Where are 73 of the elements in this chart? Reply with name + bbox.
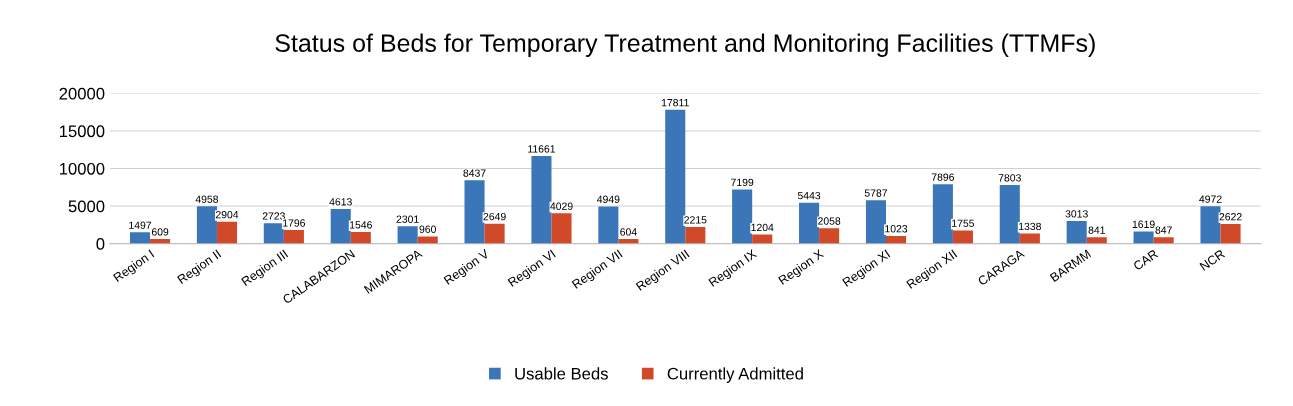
- data-label: 1619: [1132, 220, 1155, 228]
- data-label: 4949: [597, 195, 620, 203]
- data-label: 4958: [195, 195, 219, 203]
- data-label: 2058: [818, 217, 841, 225]
- bar: [464, 180, 485, 244]
- data-label: 1023: [885, 225, 908, 233]
- data-label: 1755: [952, 219, 975, 227]
- bar: [685, 226, 706, 244]
- bar: [932, 184, 953, 244]
- bar: [598, 206, 619, 244]
- data-label: 847: [1155, 226, 1172, 234]
- data-label: 17811: [661, 99, 689, 107]
- data-label: 5787: [864, 189, 888, 197]
- bar: [1133, 231, 1154, 244]
- data-label: 2622: [1219, 213, 1242, 221]
- data-label: 1497: [129, 221, 152, 229]
- data-label: 5443: [797, 191, 821, 200]
- bar: [952, 230, 973, 244]
- y-tick-label: 15000: [59, 125, 105, 138]
- bar: [665, 109, 686, 244]
- bar: [1220, 223, 1241, 244]
- bar: [350, 231, 371, 244]
- legend-label: Usable Beds: [515, 367, 608, 380]
- bar: [283, 230, 304, 244]
- chart-title: Status of Beds for Temporary Treatment and Monitoring Facilities (TTMFs): [275, 33, 1095, 57]
- data-label: 7896: [931, 173, 954, 181]
- x-tick-label: CAR: [1132, 249, 1159, 271]
- bar: [129, 232, 151, 244]
- bar: [1066, 220, 1087, 244]
- legend-label: Currently Admitted: [667, 367, 803, 383]
- bar: [799, 202, 820, 244]
- y-tick-label: 20000: [59, 87, 105, 100]
- data-label: 2301: [396, 215, 419, 223]
- data-label: 960: [419, 225, 436, 233]
- y-tick-label: 5000: [68, 200, 105, 213]
- data-label: 1796: [283, 219, 306, 227]
- data-label: 604: [620, 228, 637, 236]
- bar: [196, 206, 217, 244]
- data-label: 2723: [262, 212, 285, 220]
- data-label: 1204: [751, 223, 774, 232]
- data-label: 2649: [483, 212, 506, 221]
- bar: [886, 235, 907, 244]
- data-label: 609: [151, 228, 169, 236]
- bar: [999, 184, 1020, 244]
- data-label: 1338: [1019, 222, 1041, 231]
- data-label: 11661: [528, 145, 556, 153]
- bar: [865, 200, 887, 244]
- data-label: 4972: [1199, 195, 1222, 203]
- bar: [531, 156, 552, 244]
- bar: [263, 223, 284, 244]
- y-tick-label: 0: [96, 238, 105, 250]
- bar: [1153, 237, 1174, 244]
- bar: [819, 228, 840, 244]
- x-tick-label: NCR: [1199, 249, 1226, 271]
- bar: [417, 236, 438, 244]
- bar: [551, 213, 572, 244]
- data-label: 2904: [215, 210, 239, 219]
- bar: [397, 226, 418, 244]
- data-label: 3013: [1065, 210, 1088, 218]
- data-label: 2215: [684, 216, 707, 224]
- data-label: 841: [1088, 226, 1105, 234]
- y-tick-label: 10000: [59, 162, 105, 175]
- bar: [1200, 206, 1221, 244]
- bar: [732, 189, 753, 244]
- data-label: 4029: [550, 202, 573, 210]
- data-label: 7199: [731, 178, 754, 187]
- data-label: 1546: [350, 221, 372, 229]
- bar: [484, 223, 505, 244]
- data-label: 7803: [998, 174, 1021, 182]
- bar: [216, 221, 238, 244]
- data-label: 8437: [463, 169, 486, 177]
- bar: [1086, 237, 1107, 244]
- data-label: 4613: [329, 198, 352, 206]
